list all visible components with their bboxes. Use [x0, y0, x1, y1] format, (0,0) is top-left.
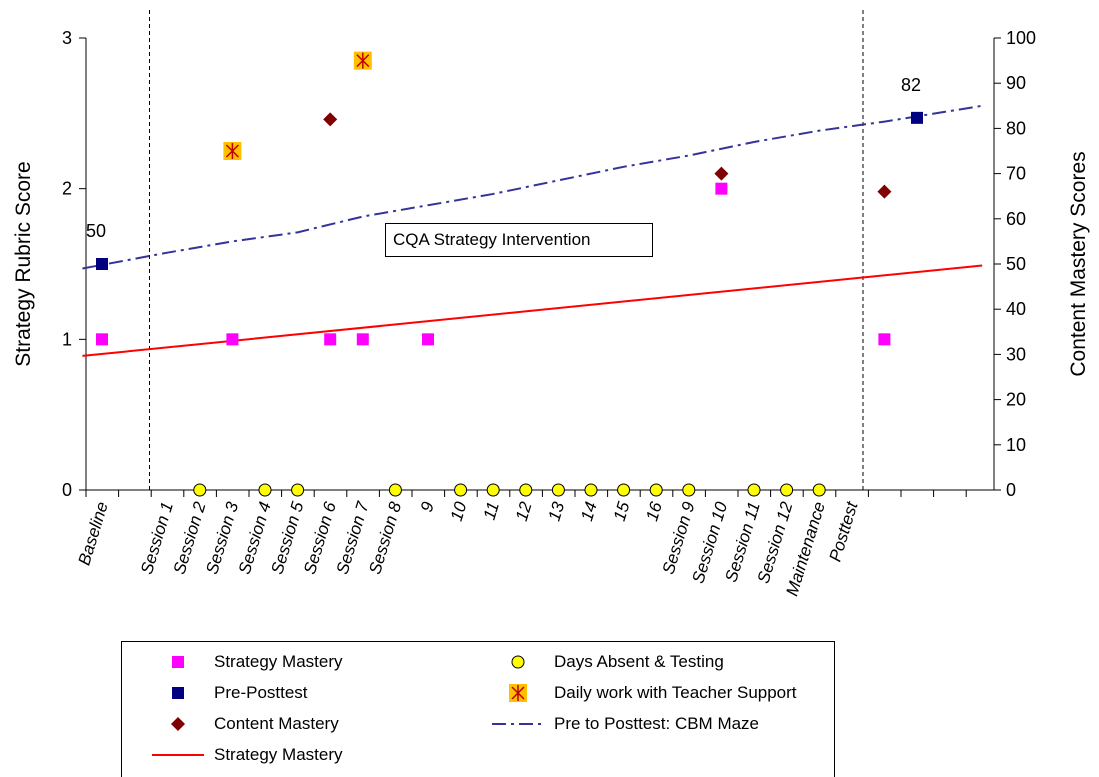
legend-label: Daily work with Teacher Support — [554, 683, 797, 702]
legend-label: Pre to Posttest: CBM Maze — [554, 714, 760, 733]
legend-symbol — [172, 687, 184, 699]
pre-posttest-point — [911, 111, 923, 124]
markers-layer — [96, 51, 923, 497]
days-absent-testing-point — [454, 483, 468, 497]
y-right-tick-label: 70 — [1006, 164, 1026, 184]
strategy-mastery-point — [324, 333, 337, 346]
days-absent-testing-point — [812, 483, 826, 497]
content-mastery-point — [323, 112, 338, 127]
legend-label: Days Absent & Testing — [554, 652, 724, 671]
axes-layer — [79, 10, 1001, 497]
legend-symbol — [171, 717, 185, 731]
strategy-mastery-point — [356, 333, 369, 346]
phase-annotation: CQA Strategy Intervention — [385, 223, 653, 257]
y-right-tick-label: 50 — [1006, 254, 1026, 274]
y-right-tick-label: 60 — [1006, 209, 1026, 229]
y-left-tick-label: 2 — [62, 179, 72, 199]
strategy-mastery-point — [715, 182, 728, 195]
strategy-mastery-point — [226, 333, 239, 346]
days-absent-testing-point — [258, 483, 272, 497]
daily-work-with-teacher-support-point — [353, 51, 372, 70]
days-absent-testing-point — [291, 483, 305, 497]
days-absent-testing-point — [617, 483, 631, 497]
x-tick-label: Baseline — [75, 500, 112, 568]
data-label: 50 — [86, 221, 106, 241]
y-left-tick-label: 1 — [62, 329, 72, 349]
x-tick-label: 13 — [545, 499, 569, 523]
days-absent-testing-point — [649, 483, 663, 497]
y-left-tick-label: 0 — [62, 480, 72, 500]
legend-label: Strategy Mastery — [214, 652, 343, 671]
y-right-axis-title: Content Mastery Scores — [1067, 151, 1090, 376]
y-right-tick-label: 100 — [1006, 28, 1036, 48]
content-mastery-point — [714, 166, 729, 181]
x-tick-label: 12 — [512, 499, 536, 523]
legend-symbol — [492, 723, 544, 725]
legend-label: Strategy Mastery — [214, 745, 343, 764]
daily-work-with-teacher-support-point — [223, 142, 242, 160]
content-mastery-point — [877, 184, 892, 199]
days-absent-testing-point — [193, 483, 207, 497]
y-left-tick-label: 3 — [62, 28, 72, 48]
days-absent-testing-point — [519, 483, 533, 497]
legend-label: Pre-Posttest — [214, 683, 308, 702]
legend-symbol — [172, 656, 184, 668]
y-right-tick-label: 30 — [1006, 344, 1026, 364]
strategy-mastery-point — [878, 333, 891, 346]
days-absent-testing-point — [747, 483, 761, 497]
days-absent-testing-point — [551, 483, 565, 497]
y-right-tick-label: 0 — [1006, 480, 1016, 500]
days-absent-testing-point — [486, 483, 500, 497]
x-tick-label: 14 — [577, 500, 601, 524]
x-tick-label: 16 — [642, 499, 666, 523]
legend-symbol — [511, 655, 525, 669]
chart-legend: Strategy Mastery Days Absent & Testing Pre… — [121, 641, 835, 777]
data-label: 82 — [901, 75, 921, 95]
cbm-maze-trend-line — [82, 104, 983, 270]
x-tick-label: 15 — [610, 499, 634, 523]
legend-label: Content Mastery — [214, 714, 339, 733]
legend-symbol — [152, 754, 204, 756]
x-tick-label: Session 8 — [365, 499, 405, 576]
strategy-mastery-trend-line — [82, 264, 983, 357]
days-absent-testing-point — [584, 483, 598, 497]
y-right-tick-label: 80 — [1006, 118, 1026, 138]
days-absent-testing-point — [682, 483, 696, 497]
y-right-tick-label: 90 — [1006, 73, 1026, 93]
y-right-tick-label: 20 — [1006, 390, 1026, 410]
pre-posttest-point — [96, 258, 108, 270]
days-absent-testing-point — [388, 483, 402, 497]
y-right-tick-label: 10 — [1006, 435, 1026, 455]
y-left-axis-title: Strategy Rubric Score — [12, 161, 35, 366]
x-tick-label: 9 — [417, 499, 438, 514]
y-right-tick-label: 40 — [1006, 299, 1026, 319]
x-tick-label: 10 — [447, 499, 471, 523]
strategy-mastery-point — [422, 333, 434, 346]
strategy-mastery-point — [96, 333, 108, 346]
days-absent-testing-point — [780, 483, 794, 497]
x-tick-label: Posttest — [825, 498, 861, 564]
legend-symbol — [509, 684, 527, 702]
x-tick-label: 11 — [480, 500, 503, 522]
